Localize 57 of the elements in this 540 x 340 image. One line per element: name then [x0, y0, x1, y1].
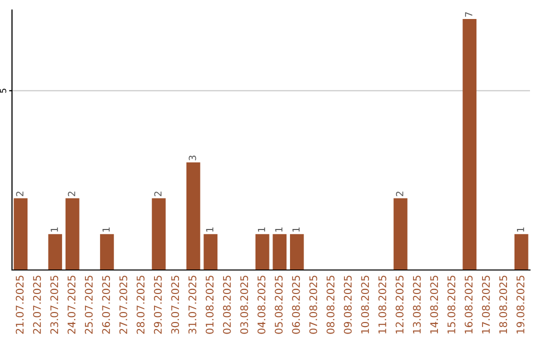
x-tick-label: 26.07.2025: [102, 276, 110, 334]
data-label: 1: [258, 227, 266, 232]
bar: [48, 234, 62, 270]
x-tick-label: 10.08.2025: [361, 276, 369, 334]
x-tick-label: 21.07.2025: [16, 276, 24, 334]
data-label: 2: [16, 192, 24, 196]
x-tick-label: 02.08.2025: [222, 276, 231, 334]
bar: [14, 198, 28, 270]
y-tick-label: 5: [0, 88, 6, 93]
x-tick-label: 18.08.2025: [499, 276, 508, 334]
data-label: 7: [465, 12, 472, 17]
x-tick-label: 29.07.2025: [154, 276, 162, 334]
x-tick-label: 04.08.2025: [258, 276, 266, 334]
x-tick-label: 13.08.2025: [412, 276, 421, 334]
x-tick-label: 17.08.2025: [482, 276, 490, 334]
x-tick-label: 06.08.2025: [292, 276, 300, 334]
bar: [152, 198, 166, 270]
bar: [394, 198, 408, 270]
x-tick-label: 12.08.2025: [396, 276, 404, 334]
data-label: 2: [396, 192, 404, 196]
x-tick-label: 19.08.2025: [516, 276, 524, 334]
data-label: 1: [275, 227, 282, 232]
bar: [272, 234, 287, 270]
x-tick-label: 01.08.2025: [206, 276, 214, 334]
bar: [100, 234, 114, 270]
x-tick-label: 05.08.2025: [274, 276, 283, 334]
data-label: 1: [206, 227, 214, 232]
x-tick-label: 11.08.2025: [378, 276, 386, 334]
x-tick-label: 09.08.2025: [344, 276, 352, 334]
x-tick-label: 24.07.2025: [68, 276, 76, 334]
data-label: 1: [292, 227, 300, 232]
bar: [255, 234, 270, 270]
x-tick-label: 15.08.2025: [447, 276, 456, 334]
x-tick-label: 07.08.2025: [309, 276, 318, 334]
x-tick-label: 28.07.2025: [136, 276, 145, 334]
x-tick-label: 25.07.2025: [84, 276, 93, 334]
x-tick-label: 23.07.2025: [50, 276, 58, 334]
x-tick-label: 22.07.2025: [33, 276, 41, 334]
bar: [66, 198, 80, 270]
data-label: 2: [68, 192, 76, 196]
x-tick-label: 03.08.2025: [240, 276, 248, 334]
bar: [186, 162, 200, 270]
data-label: 2: [154, 192, 162, 196]
bar: [204, 234, 218, 270]
x-tick-label: 14.08.2025: [430, 276, 438, 334]
x-tick-label: 27.07.2025: [119, 276, 128, 334]
data-label: 1: [102, 227, 110, 232]
x-tick-label: 16.08.2025: [464, 276, 473, 334]
x-tick-label: 08.08.2025: [326, 276, 334, 334]
data-label: 3: [188, 156, 196, 160]
x-tick-label: 30.07.2025: [171, 276, 180, 334]
bar: [290, 234, 304, 270]
bar: [514, 234, 528, 270]
data-label: 1: [50, 227, 58, 232]
data-label: 1: [516, 227, 524, 232]
x-tick-label: 31.07.2025: [188, 276, 196, 334]
bar: [462, 18, 476, 270]
